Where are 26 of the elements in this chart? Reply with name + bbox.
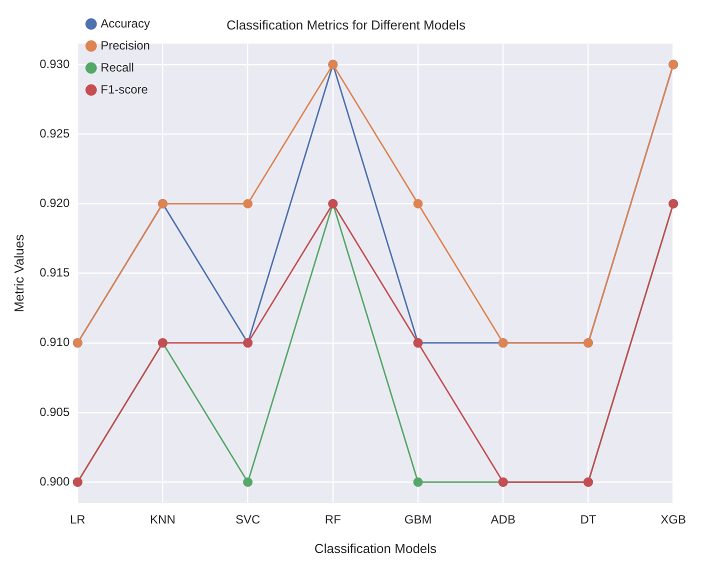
x-tick-label: GBM <box>404 512 432 527</box>
x-tick-label: DT <box>580 512 597 527</box>
x-axis-title: Classification Models <box>314 540 438 556</box>
x-tick-label: ADB <box>490 512 516 527</box>
y-axis-title: Metric Values <box>11 234 26 312</box>
x-tick-label: LR <box>70 512 86 527</box>
y-tick-label: 0.920 <box>40 196 70 210</box>
legend-label: Precision <box>100 38 150 52</box>
x-tick-label: RF <box>324 512 341 527</box>
y-tick-label: 0.910 <box>40 335 70 350</box>
legend-label: Accuracy <box>100 16 150 30</box>
y-tick-label: 0.925 <box>40 126 70 140</box>
y-tick-label: 0.915 <box>40 266 70 280</box>
x-tick-label: XGB <box>660 512 686 527</box>
legend-label: F1-score <box>100 82 148 96</box>
legend-label: Recall <box>100 60 134 74</box>
chart-title: Classification Metrics for Different Models <box>226 17 466 32</box>
point <box>413 198 423 208</box>
x-tick-label: SVC <box>235 512 260 527</box>
x-tick-label: KNN <box>150 512 176 527</box>
y-tick-label: 0.905 <box>40 404 70 419</box>
point <box>413 477 423 487</box>
y-tick-label: 0.930 <box>40 56 70 71</box>
point <box>243 198 253 208</box>
y-tick-label: 0.900 <box>40 474 70 488</box>
point <box>243 477 253 487</box>
